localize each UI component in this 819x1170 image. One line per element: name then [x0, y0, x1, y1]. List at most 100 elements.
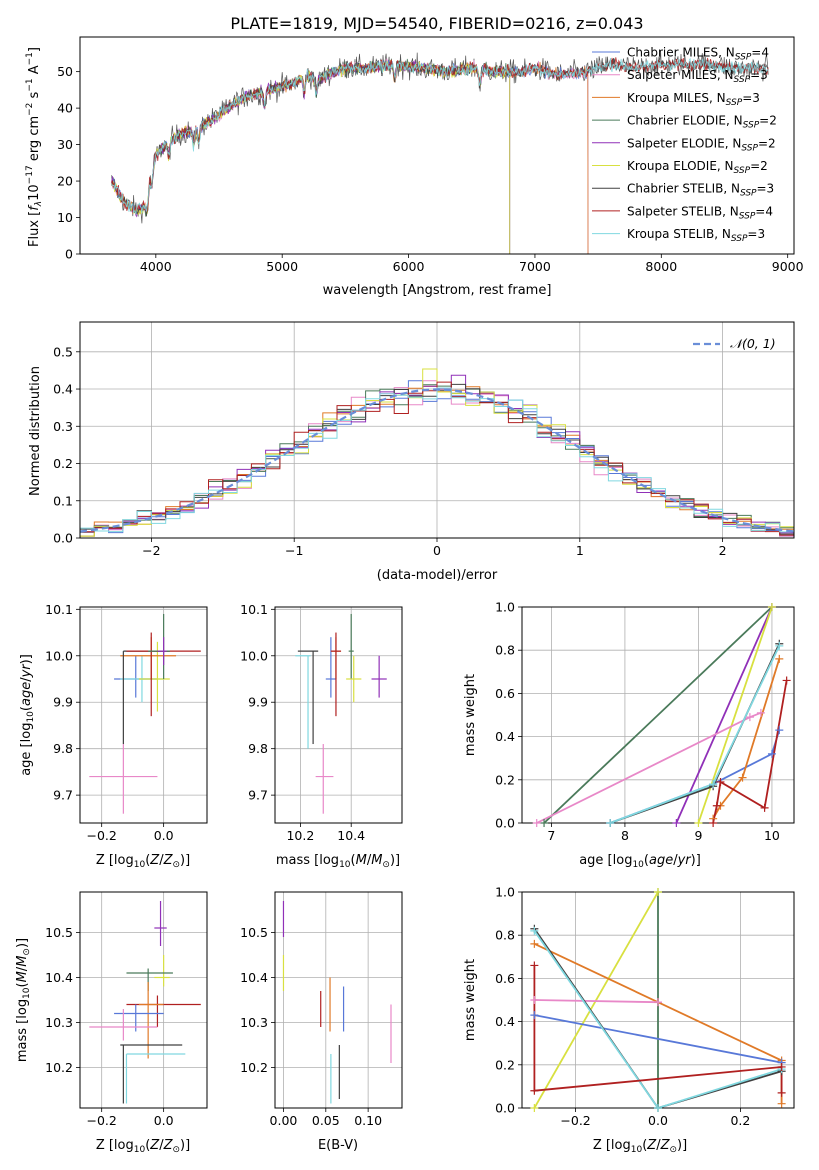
x-tick-label: 8000 — [645, 259, 677, 274]
y-tick-label: 10.2 — [45, 1060, 73, 1075]
weight_vs_Z-panel: −0.2 0.0 0.2 0.0 0.2 0.4 0.6 0.8 1.0 — [495, 885, 795, 1128]
weight-line — [533, 930, 782, 1108]
x-tick-label: 0.0 — [648, 1113, 668, 1128]
y-tick-label: 0.8 — [495, 928, 515, 943]
y-tick-label: 10.3 — [45, 1015, 73, 1030]
x-tick-label: 9000 — [772, 259, 804, 274]
figure-title: PLATE=1819, MJD=54540, FIBERID=0216, z=0… — [230, 14, 643, 33]
x-tick-label: 4000 — [140, 259, 172, 274]
gaussian-reference-line — [80, 388, 794, 533]
x-tick-label: 0.05 — [312, 1113, 340, 1128]
y-tick-label: 50 — [57, 64, 73, 79]
weight-marker — [532, 819, 541, 827]
x-tick-label: 10.2 — [286, 828, 314, 843]
weight-marker — [530, 996, 539, 1004]
weight-marker — [530, 939, 539, 948]
mass_vs_ebv-frame — [274, 891, 403, 1109]
weight_vs_age-panel: 7 8 9 10 0.0 0.2 0.4 0.6 0.8 1.0 — [495, 600, 795, 843]
plot-area: 4000 5000 6000 7000 8000 900001020304050Chabr… — [45, 36, 804, 1128]
y-tick-label: 9.9 — [53, 695, 73, 710]
weight_vs_age-frame — [521, 606, 795, 824]
mass-z-xlabel: Z [log10(Z/Z⊙)] — [96, 1138, 190, 1155]
y-tick-label: 0.0 — [495, 1101, 515, 1116]
weight-line — [534, 1014, 782, 1064]
weight-marker — [530, 1011, 539, 1020]
y-tick-label: 0.6 — [495, 686, 515, 701]
weight-marker — [782, 676, 791, 685]
age_vs_Z-content — [89, 613, 201, 814]
x-tick-label: 0.10 — [354, 1113, 382, 1128]
legend-label: Kroupa STELIB, NSSP=3 — [627, 227, 765, 244]
mass-z-ylabel: mass [log10(M/M⊙)] — [15, 938, 32, 1062]
legend-label: Chabrier ELODIE, NSSP=2 — [627, 114, 777, 131]
x-tick-label: −0.2 — [87, 828, 117, 843]
y-tick-label: 0.6 — [495, 971, 515, 986]
y-tick-label: 0 — [65, 247, 73, 262]
y-tick-label: 10.5 — [45, 925, 73, 940]
weight-marker — [540, 819, 549, 827]
weight-line — [533, 965, 783, 1093]
weight-marker — [530, 961, 539, 970]
weight-marker — [530, 1086, 539, 1095]
weight-line — [609, 643, 781, 823]
age-mass-xlabel: mass [log10(M/M⊙)] — [276, 853, 400, 870]
x-tick-label: 9 — [694, 828, 702, 843]
spectrum-ylabel: Flux [fλ10−17 erg cm−2 s−1 A−1] — [25, 47, 44, 247]
y-tick-label: 0.2 — [495, 772, 515, 787]
legend-label: Chabrier STELIB, NSSP=3 — [627, 182, 774, 199]
weight-marker — [672, 819, 681, 827]
x-tick-label: 10.4 — [337, 828, 365, 843]
age_vs_mass-panel: 10.2 10.4 9.7 9.8 9.9 10.0 10.1 — [240, 602, 403, 843]
y-tick-label: 1.0 — [495, 600, 515, 615]
x-tick-label: −0.2 — [560, 1113, 590, 1128]
weight-line — [536, 711, 762, 823]
legend-label: Chabrier MILES, NSSP=4 — [627, 46, 769, 63]
y-tick-label: 9.8 — [248, 741, 268, 756]
weight-marker — [738, 773, 747, 782]
age_vs_Z-panel: −0.2 0.0 9.7 9.8 9.9 10.0 10.1 — [45, 602, 208, 843]
model-spectrum-line — [111, 60, 589, 254]
x-tick-label: 0.0 — [154, 1113, 174, 1128]
y-tick-label: 0.2 — [53, 456, 73, 471]
weight-marker — [606, 819, 615, 827]
legend-label: Kroupa MILES, NSSP=3 — [627, 91, 760, 108]
mass_vs_Z-content — [89, 901, 201, 1104]
x-tick-label: 2 — [719, 543, 727, 558]
weight-line — [712, 658, 781, 820]
x-tick-label: 0.0 — [154, 828, 174, 843]
age-z-ylabel: age [log10(age/yr)] — [19, 654, 36, 776]
weight-line — [609, 645, 781, 823]
y-tick-label: 0.4 — [495, 729, 515, 744]
y-tick-label: 0.5 — [53, 344, 73, 359]
weight-marker — [654, 888, 662, 896]
weight-marker — [777, 1099, 786, 1108]
weight-marker — [775, 641, 784, 650]
y-tick-label: 10.0 — [45, 648, 73, 663]
y-tick-label: 0.3 — [53, 419, 73, 434]
weight-marker — [530, 926, 539, 935]
age-z-xlabel: Z [log10(Z/Z⊙)] — [96, 853, 190, 870]
legend-label: Kroupa ELODIE, NSSP=2 — [627, 159, 768, 176]
y-tick-label: 9.7 — [248, 788, 268, 803]
weight-marker — [745, 713, 754, 722]
y-tick-label: 10.5 — [240, 925, 268, 940]
weight-marker — [777, 1088, 786, 1097]
x-tick-label: 7000 — [519, 259, 551, 274]
gaussian-legend-label: 𝒩(0, 1) — [730, 336, 776, 351]
legend-label: Salpeter STELIB, NSSP=4 — [627, 204, 773, 221]
y-tick-label: 30 — [57, 137, 73, 152]
y-tick-label: 10.3 — [240, 1015, 268, 1030]
weight-marker — [775, 726, 784, 735]
weight-z-ylabel: mass weight — [463, 959, 478, 1041]
residuals-panel: −2 −1 0 1 2 0.0 0.1 0.2 0.3 0.4 0.5 𝒩(0, 1) — [53, 321, 795, 558]
x-tick-label: 0.00 — [270, 1113, 298, 1128]
age_vs_mass-content — [295, 613, 387, 814]
legend-label: Salpeter ELODIE, NSSP=2 — [627, 136, 776, 153]
y-tick-label: 20 — [57, 174, 73, 189]
y-tick-label: 10.1 — [45, 602, 73, 617]
y-tick-label: 0.0 — [53, 531, 73, 546]
weight-z-xlabel: Z [log10(Z/Z⊙)] — [593, 1138, 687, 1155]
weight-line — [534, 999, 659, 1004]
y-tick-label: 10.4 — [240, 970, 268, 985]
x-tick-label: −2 — [142, 543, 160, 558]
